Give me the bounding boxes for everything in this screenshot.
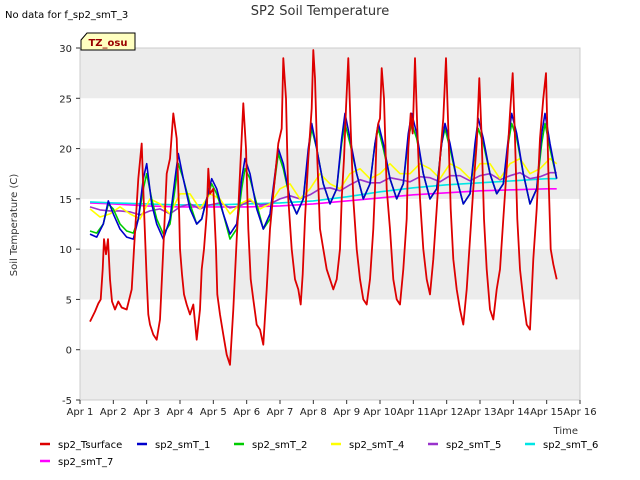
x-tick-label: Apr 8	[300, 407, 327, 418]
x-tick-label: Apr 12	[430, 407, 463, 418]
series-line-sp2_smT_6	[89, 177, 557, 206]
legend-label-sp2_smT_1: sp2_smT_1	[155, 440, 210, 451]
x-tick-label: Apr 1	[67, 407, 94, 418]
band-0	[80, 349, 580, 400]
chart-title: SP2 Soil Temperature	[251, 4, 389, 19]
legend: sp2_Tsurface sp2_smT_1 sp2_smT_2 sp2_smT_4 s…	[40, 440, 598, 468]
y-tick-label: 30	[59, 44, 72, 55]
x-tick-label: Apr 15	[530, 407, 563, 418]
x-tick-label: Apr 2	[100, 407, 127, 418]
tz-badge-box	[80, 32, 136, 51]
x-tick-label: Apr 10	[363, 407, 396, 418]
tz-badge: TZ_osu	[80, 32, 136, 51]
no-data-note: No data for f_sp2_smT_3	[5, 10, 128, 21]
x-axis: Apr 1 Apr 2 Apr 3 Apr 4 Apr 5 Apr 6 Apr 7 Apr 8…	[67, 400, 597, 418]
band-3	[80, 48, 580, 99]
legend-label-sp2_smT_7: sp2_smT_7	[58, 457, 113, 468]
y-tick-label: 25	[59, 94, 72, 105]
x-tick-label: Apr 9	[333, 407, 360, 418]
x-tick-label: Apr 5	[200, 407, 227, 418]
y-tick-label: 10	[59, 245, 72, 256]
x-tick-label: Apr 14	[497, 407, 530, 418]
tz-badge-label: TZ_osu	[88, 38, 127, 49]
legend-label-sp2_smT_5: sp2_smT_5	[446, 440, 501, 451]
band-1	[80, 249, 580, 300]
x-tick-label: Apr 13	[463, 407, 496, 418]
x-tick-label: Apr 6	[233, 407, 260, 418]
plot-border	[79, 47, 581, 401]
y-axis: -5 0 5 10 15 20 25 30	[59, 44, 80, 407]
x-tick-label: Apr 7	[267, 407, 294, 418]
y-tick-label: 15	[59, 195, 72, 206]
plot-frame	[79, 47, 581, 401]
legend-label-sp2_Tsurface: sp2_Tsurface	[58, 440, 122, 451]
y-tick-label: 0	[66, 346, 72, 357]
x-axis-label: Time	[553, 426, 578, 437]
x-tick-label: Apr 16	[563, 407, 596, 418]
x-tick-label: Apr 4	[167, 407, 194, 418]
y-tick-label: 20	[59, 145, 72, 156]
y-tick-label: -5	[62, 396, 72, 407]
legend-label-sp2_smT_6: sp2_smT_6	[543, 440, 598, 451]
series-layer	[89, 49, 558, 366]
y-axis-label: Soil Temperature (C)	[9, 174, 20, 277]
legend-label-sp2_smT_2: sp2_smT_2	[252, 440, 307, 451]
y-tick-label: 5	[66, 295, 72, 306]
x-tick-label: Apr 3	[133, 407, 160, 418]
series-line-sp2_Tsurface	[89, 49, 558, 366]
background-bands	[80, 48, 580, 400]
legend-label-sp2_smT_4: sp2_smT_4	[349, 440, 404, 451]
x-tick-label: Apr 11	[397, 407, 430, 418]
